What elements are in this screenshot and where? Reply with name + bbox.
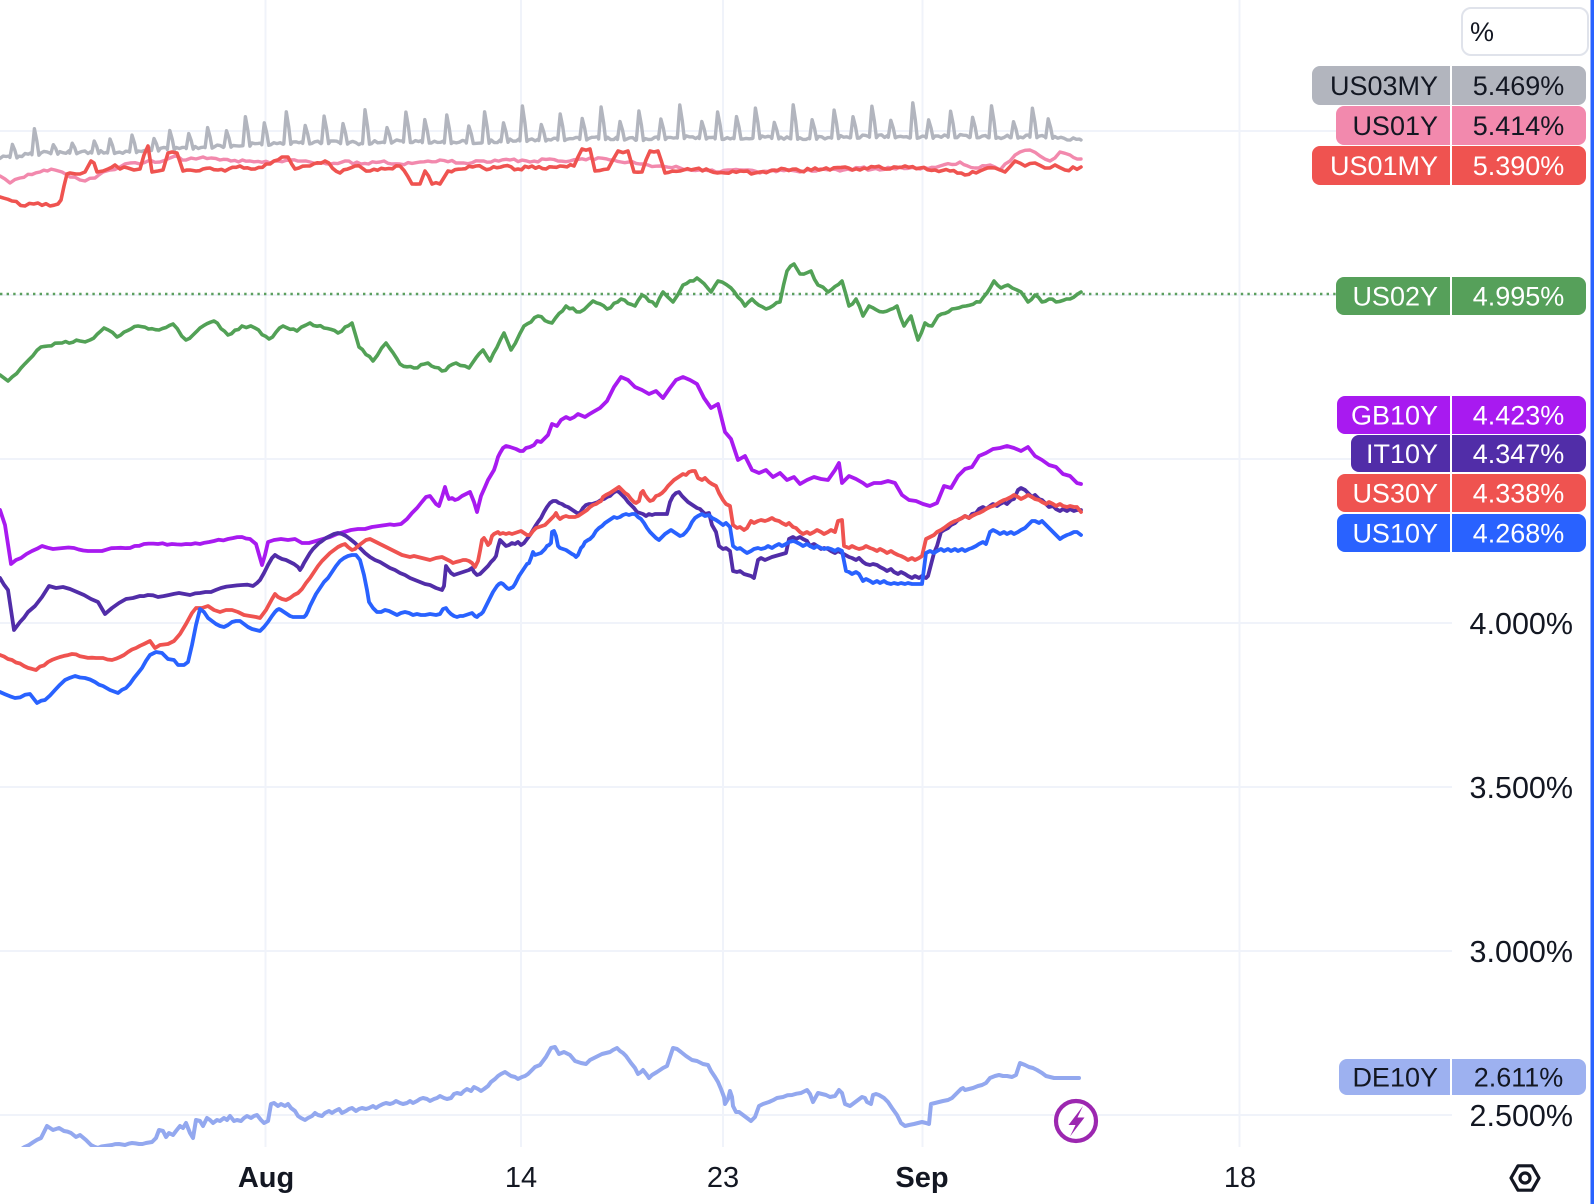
svg-text:US01Y: US01Y <box>1352 111 1438 141</box>
svg-text:2.500%: 2.500% <box>1470 1099 1573 1133</box>
svg-text:18: 18 <box>1224 1162 1256 1194</box>
svg-text:3.000%: 3.000% <box>1470 935 1573 969</box>
svg-text:2.611%: 2.611% <box>1474 1063 1564 1093</box>
svg-text:3.500%: 3.500% <box>1470 771 1573 805</box>
svg-text:GB10Y: GB10Y <box>1351 401 1438 431</box>
svg-text:%: % <box>1470 17 1494 47</box>
svg-text:Sep: Sep <box>895 1162 948 1194</box>
svg-text:4.423%: 4.423% <box>1473 401 1565 431</box>
svg-text:5.469%: 5.469% <box>1473 71 1565 101</box>
svg-text:DE10Y: DE10Y <box>1352 1063 1438 1093</box>
svg-text:IT10Y: IT10Y <box>1366 439 1438 469</box>
svg-text:5.414%: 5.414% <box>1473 111 1565 141</box>
svg-text:23: 23 <box>707 1162 739 1194</box>
svg-text:4.347%: 4.347% <box>1473 439 1565 469</box>
svg-text:4.995%: 4.995% <box>1473 282 1565 312</box>
svg-text:14: 14 <box>505 1162 537 1194</box>
svg-text:4.000%: 4.000% <box>1470 607 1573 641</box>
svg-text:US03MY: US03MY <box>1330 71 1438 101</box>
svg-text:4.338%: 4.338% <box>1473 479 1565 509</box>
svg-text:US30Y: US30Y <box>1352 479 1438 509</box>
svg-text:4.268%: 4.268% <box>1473 519 1565 549</box>
svg-text:Aug: Aug <box>238 1162 294 1194</box>
svg-text:US01MY: US01MY <box>1330 151 1438 181</box>
svg-text:5.390%: 5.390% <box>1473 151 1565 181</box>
svg-text:US10Y: US10Y <box>1352 519 1438 549</box>
svg-text:US02Y: US02Y <box>1352 282 1438 312</box>
